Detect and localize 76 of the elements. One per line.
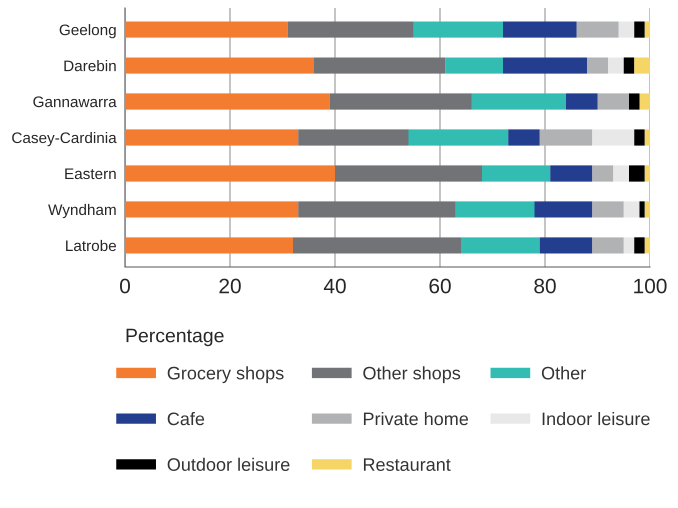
bar	[540, 237, 592, 254]
bar	[503, 21, 576, 38]
x-tick-label: 0	[120, 278, 130, 294]
bar	[592, 201, 624, 218]
y-tick-label: Latrobe	[66, 240, 116, 252]
bar	[566, 93, 598, 110]
x-tick-label: 20	[219, 278, 241, 294]
bar	[592, 165, 614, 182]
bar	[618, 21, 634, 38]
bar	[125, 129, 298, 146]
bar	[634, 237, 645, 254]
bar	[634, 57, 650, 74]
bar	[624, 237, 634, 254]
legend-label: Other	[542, 366, 586, 380]
bar	[472, 93, 566, 110]
bar	[592, 237, 624, 254]
bar	[634, 21, 645, 38]
bar	[587, 57, 608, 74]
bar	[598, 93, 629, 110]
legend-label: Private home	[364, 412, 468, 426]
bar	[592, 129, 634, 146]
y-tick-label: Darebin	[64, 60, 116, 72]
bar	[640, 201, 645, 218]
bar	[644, 129, 650, 146]
y-tick-label: Wyndham	[48, 204, 116, 218]
bar	[414, 21, 503, 38]
bar	[125, 93, 330, 110]
y-tick-label: Eastern	[65, 168, 116, 180]
bar	[335, 165, 482, 182]
y-tick-label: Gannawarra	[33, 96, 117, 108]
bar	[550, 165, 592, 182]
bar	[298, 201, 456, 218]
bar	[576, 21, 618, 38]
bar	[288, 21, 414, 38]
legend-label: Cafe	[168, 412, 204, 426]
bar	[445, 57, 503, 74]
bar	[644, 165, 650, 182]
legend-label: Other shops	[363, 366, 460, 384]
bar	[125, 201, 298, 218]
bar	[629, 165, 645, 182]
bar	[640, 93, 650, 110]
bar	[613, 165, 629, 182]
legend-label: Grocery shops	[168, 366, 284, 384]
bar	[461, 237, 540, 254]
bar	[644, 237, 650, 254]
bar	[125, 57, 314, 74]
bar	[503, 57, 587, 74]
x-tick-label: 100	[634, 278, 667, 294]
x-tick-label: 40	[324, 278, 346, 294]
bar	[624, 201, 640, 218]
bar	[624, 57, 634, 74]
bar	[408, 129, 508, 146]
x-tick-label: 60	[429, 278, 451, 294]
bar	[634, 129, 645, 146]
bar	[644, 201, 650, 218]
bar	[644, 21, 650, 38]
bar	[298, 129, 408, 146]
bar	[330, 93, 472, 110]
y-tick-label: Geelong	[60, 24, 116, 38]
bar	[125, 21, 288, 38]
bar	[482, 165, 550, 182]
bar	[314, 57, 446, 74]
bar	[508, 129, 540, 146]
legend-label: Indoor leisure	[542, 412, 650, 426]
x-tick-label: 80	[534, 278, 556, 294]
bar	[125, 237, 293, 254]
bar	[293, 237, 461, 254]
y-tick-label: Casey-Cardinia	[12, 132, 117, 146]
x-axis-title: Percentage	[126, 328, 224, 346]
legend-label: Outdoor leisure	[168, 458, 290, 471]
bar	[629, 93, 640, 110]
bar	[608, 57, 624, 74]
legend-label: Restaurant	[364, 458, 451, 471]
bar	[456, 201, 534, 218]
bar	[534, 201, 592, 218]
bar	[125, 165, 335, 182]
